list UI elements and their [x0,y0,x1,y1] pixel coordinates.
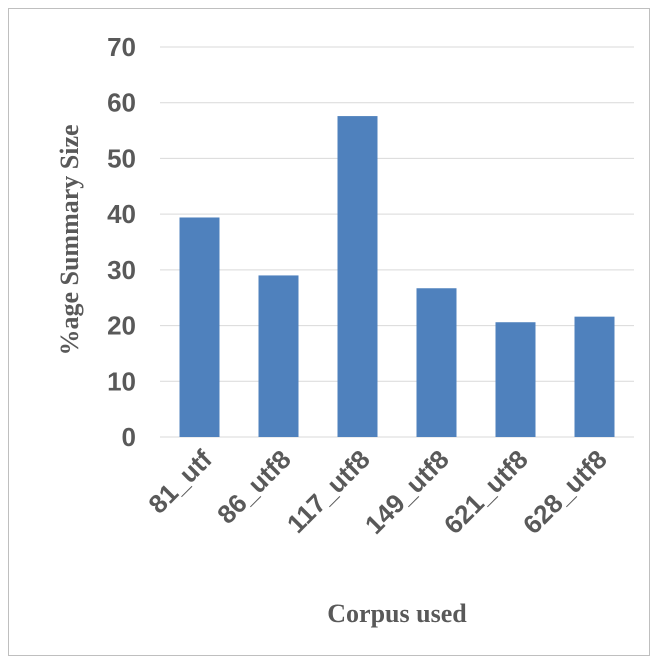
chart-frame [8,8,650,656]
x-axis-ticks: 81_utf86_utf8117_utf8149_utf8621_utf8628… [142,444,612,540]
x-tick-label: 149_utf8 [359,444,455,540]
bars [179,116,615,437]
x-tick-label: 81_utf [142,444,218,520]
y-tick-label: 30 [107,255,136,285]
gridlines [160,46,634,438]
y-tick-label: 60 [107,88,136,118]
y-tick-label: 70 [107,32,136,62]
bar-628_utf8 [574,316,615,437]
x-tick-label: 117_utf8 [281,444,376,539]
y-axis-title: %age Summary Size [55,124,84,355]
bar-149_utf8 [416,288,457,437]
y-tick-label: 40 [107,199,136,229]
y-axis-ticks: 0 10 20 30 40 50 60 70 [107,32,136,452]
bar-117_utf8 [337,116,378,437]
x-axis-title: Corpus used [327,599,467,628]
x-tick-label: 621_utf8 [438,444,534,540]
y-tick-label: 0 [122,422,136,452]
bar-621_utf8 [495,322,536,437]
x-tick-label: 628_utf8 [517,444,613,540]
y-tick-label: 50 [107,143,136,173]
y-tick-label: 10 [107,366,136,396]
bar-86_utf8 [258,275,299,437]
y-tick-label: 20 [107,311,136,341]
bar-81_utf [179,217,220,437]
